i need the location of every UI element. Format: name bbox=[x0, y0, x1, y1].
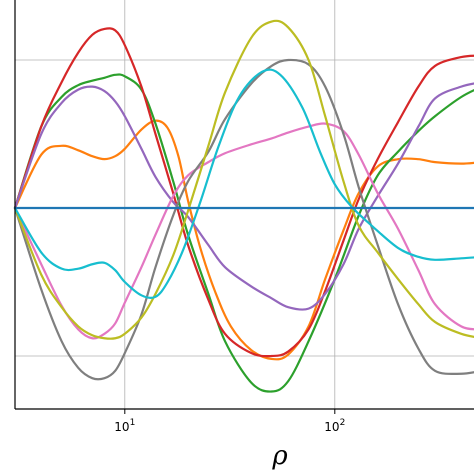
series-line-7 bbox=[13, 58, 474, 381]
series-line-9 bbox=[13, 68, 474, 300]
gridlines bbox=[15, 0, 474, 409]
x-ticks: 101 102 bbox=[114, 409, 345, 434]
series-lines bbox=[13, 19, 474, 393]
series-line-8 bbox=[13, 19, 474, 340]
series-line-6 bbox=[13, 122, 474, 340]
x-tick-label-0: 101 bbox=[114, 418, 135, 434]
x-tick-label-1: 102 bbox=[324, 418, 345, 434]
series-line-4 bbox=[13, 82, 474, 311]
series-line-3 bbox=[13, 27, 474, 358]
series-line-1 bbox=[13, 119, 474, 361]
x-axis-label: ρ bbox=[271, 441, 288, 471]
axes bbox=[14, 0, 474, 410]
